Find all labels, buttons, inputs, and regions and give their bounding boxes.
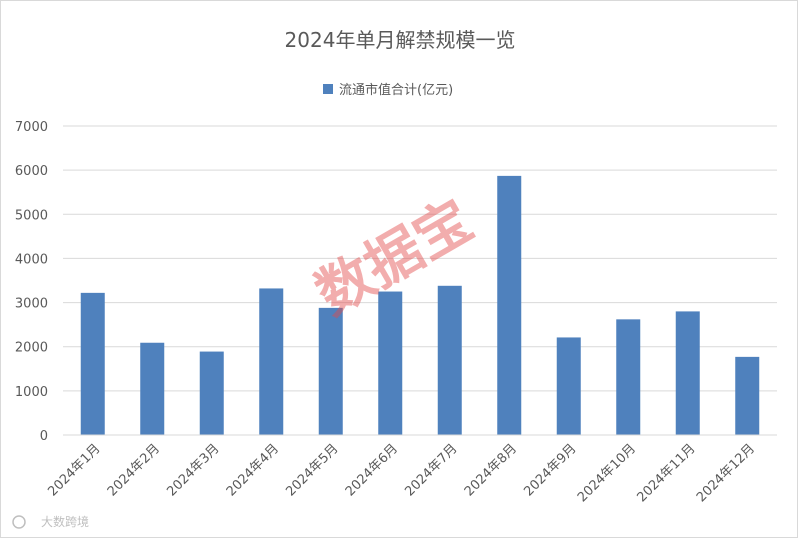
x-tick-label: 2024年9月 — [521, 441, 579, 499]
bar — [735, 356, 760, 435]
source-logo-icon — [12, 515, 26, 529]
bar — [80, 292, 105, 435]
bar — [556, 337, 581, 435]
x-tick-label: 2024年7月 — [402, 441, 460, 499]
x-tick-label: 2024年1月 — [45, 441, 103, 499]
bar — [378, 291, 403, 435]
bar — [497, 175, 522, 436]
gridlines — [63, 125, 777, 392]
x-tick-label: 2024年8月 — [462, 441, 520, 499]
bar — [199, 351, 224, 435]
y-axis-ticks: 0 1000 2000 3000 4000 5000 6000 7000 — [15, 120, 48, 444]
bar — [675, 311, 700, 435]
legend-label: 流通市值合计(亿元) — [339, 82, 453, 98]
bars — [80, 175, 760, 436]
source-logo-text: 大数跨境 — [41, 514, 89, 529]
bar — [616, 319, 641, 435]
x-tick-label: 2024年3月 — [164, 441, 222, 499]
source-logo: 大数跨境 — [12, 514, 89, 529]
chart-title: 2024年单月解禁规模一览 — [285, 28, 516, 52]
y-tick-label: 6000 — [15, 164, 48, 179]
y-tick-label: 4000 — [15, 252, 48, 267]
x-tick-label: 2024年12月 — [694, 441, 758, 505]
y-tick-label: 7000 — [15, 120, 48, 135]
legend-swatch — [323, 84, 333, 94]
x-tick-label: 2024年6月 — [343, 441, 401, 499]
y-tick-label: 1000 — [15, 385, 48, 400]
x-tick-label: 2024年5月 — [283, 441, 341, 499]
x-tick-label: 2024年4月 — [224, 441, 282, 499]
x-tick-label: 2024年2月 — [105, 441, 163, 499]
bar — [318, 307, 343, 435]
y-tick-label: 5000 — [15, 208, 48, 223]
y-tick-label: 3000 — [15, 297, 48, 312]
y-tick-label: 0 — [40, 429, 48, 444]
bar — [259, 288, 284, 435]
x-tick-label: 2024年11月 — [634, 441, 698, 505]
bar — [437, 285, 462, 435]
bar — [140, 342, 165, 435]
x-tick-label: 2024年10月 — [575, 441, 639, 505]
legend: 流通市值合计(亿元) — [323, 82, 453, 98]
y-tick-label: 2000 — [15, 341, 48, 356]
x-axis-ticks: 2024年1月 2024年2月 2024年3月 2024年4月 2024年5月 2024年… — [45, 441, 758, 505]
